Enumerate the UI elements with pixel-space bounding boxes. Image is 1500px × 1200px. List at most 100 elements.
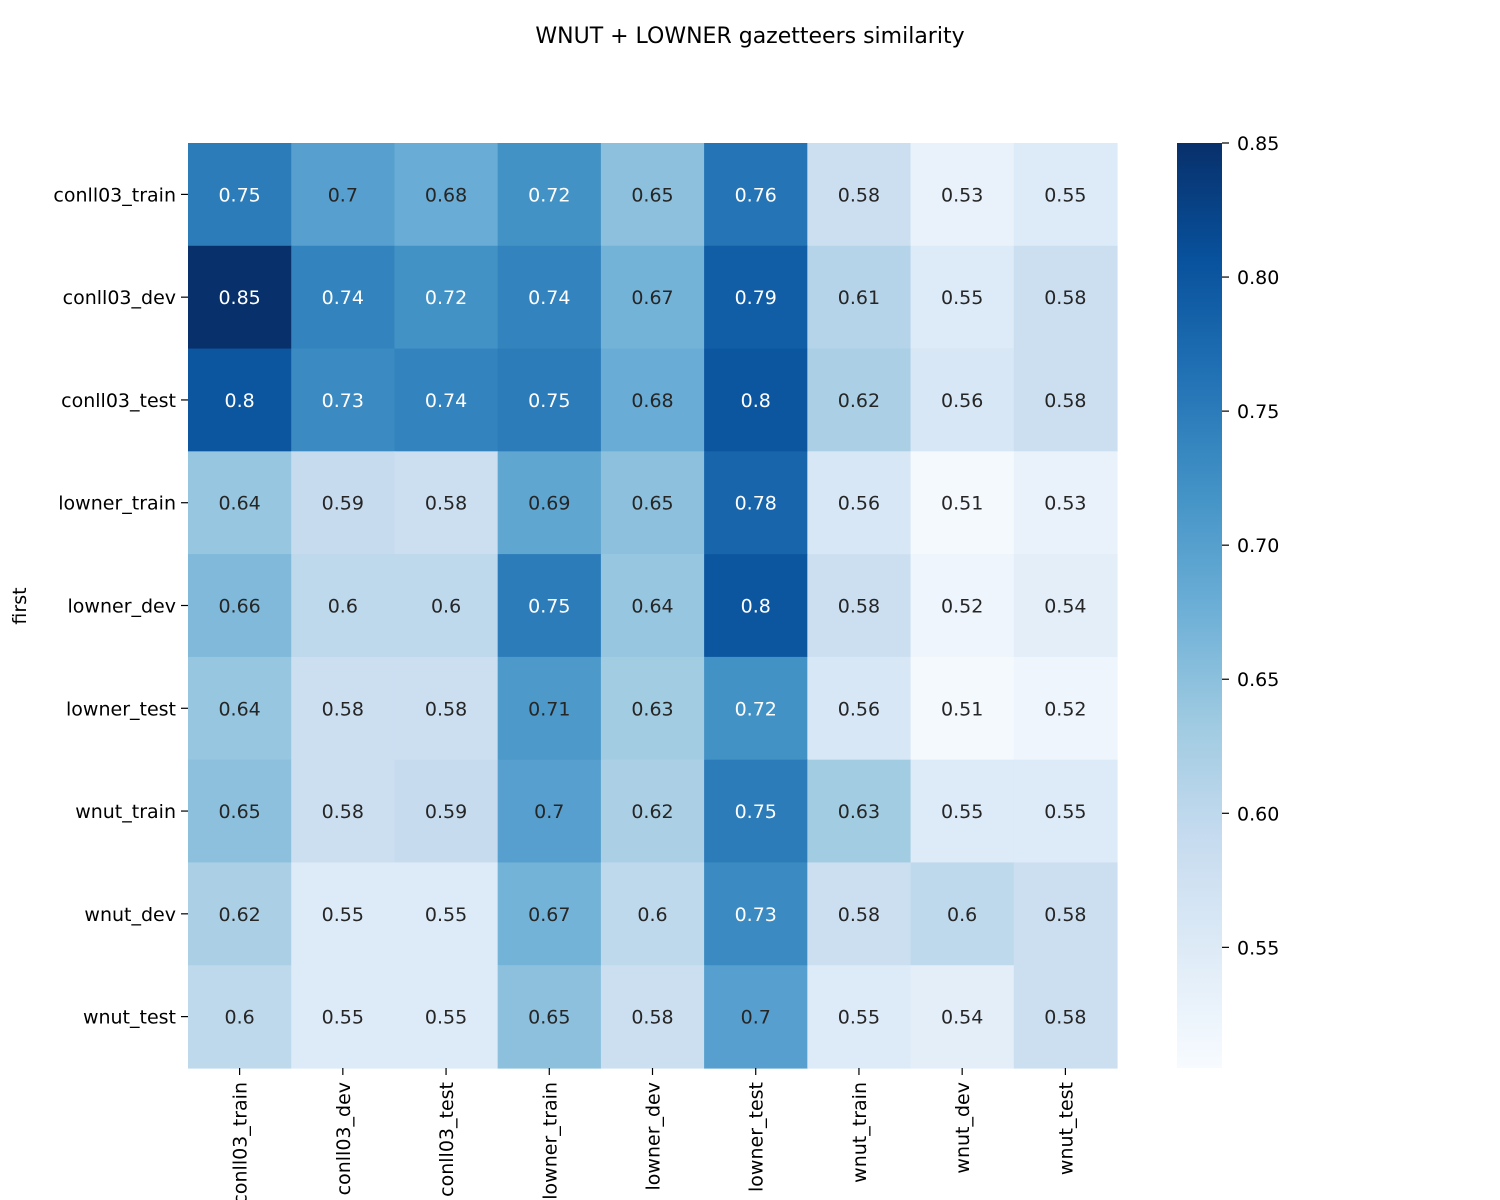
colorbar-tick-label: 0.65 bbox=[1237, 669, 1279, 691]
heatmap-cell bbox=[1013, 759, 1118, 864]
heatmap-cell bbox=[910, 451, 1015, 555]
heatmap-cell bbox=[394, 143, 499, 247]
cell-value-label: 0.69 bbox=[528, 493, 570, 515]
cell-value-label: 0.68 bbox=[425, 184, 467, 206]
y-tick-label: lowner_test bbox=[66, 698, 176, 720]
colorbar-tick-label: 0.80 bbox=[1237, 267, 1279, 289]
cell-value-label: 0.53 bbox=[941, 184, 983, 206]
heatmap-cell bbox=[497, 965, 602, 1069]
heatmap-cell bbox=[291, 451, 396, 555]
cell-value-label: 0.58 bbox=[322, 698, 364, 720]
cell-value-label: 0.61 bbox=[838, 287, 880, 309]
heatmap-cell bbox=[188, 862, 292, 966]
heatmap-cell bbox=[910, 143, 1015, 247]
y-tick-label: conll03_train bbox=[53, 184, 176, 206]
heatmap-cell bbox=[394, 451, 499, 555]
heatmap-cell bbox=[497, 554, 602, 658]
heatmap-cell bbox=[600, 245, 705, 350]
colorbar-tick-label: 0.70 bbox=[1237, 535, 1279, 557]
heatmap-cell bbox=[188, 965, 292, 1069]
cell-value-label: 0.75 bbox=[735, 801, 777, 823]
cell-value-label: 0.62 bbox=[218, 904, 260, 926]
y-axis-label: first bbox=[9, 587, 31, 624]
heatmap-cell bbox=[291, 965, 396, 1069]
cell-value-label: 0.59 bbox=[322, 493, 364, 515]
cell-value-label: 0.56 bbox=[838, 698, 880, 720]
cell-value-label: 0.58 bbox=[1044, 287, 1086, 309]
heatmap-cell bbox=[497, 451, 602, 555]
cell-value-label: 0.53 bbox=[1044, 493, 1086, 515]
cell-value-label: 0.55 bbox=[322, 904, 364, 926]
cell-value-label: 0.58 bbox=[1044, 1007, 1086, 1029]
heatmap-cell bbox=[704, 554, 808, 658]
cell-value-label: 0.58 bbox=[322, 801, 364, 823]
heatmap-cell bbox=[394, 656, 499, 761]
x-tick-label: lowner_train bbox=[539, 1082, 561, 1200]
heatmap-cell bbox=[807, 554, 912, 658]
heatmap-cell bbox=[394, 245, 499, 350]
y-tick-label: wnut_train bbox=[75, 801, 176, 823]
cell-value-label: 0.64 bbox=[218, 493, 260, 515]
heatmap-cell bbox=[704, 348, 808, 452]
cell-value-label: 0.6 bbox=[431, 596, 461, 618]
heatmap-cell bbox=[910, 245, 1015, 350]
heatmap-cell bbox=[291, 656, 396, 761]
heatmap-cell bbox=[497, 245, 602, 350]
heatmap-cell bbox=[188, 554, 292, 658]
heatmap-cell bbox=[497, 862, 602, 966]
cell-value-label: 0.51 bbox=[941, 493, 983, 515]
colorbar-tick-label: 0.55 bbox=[1237, 937, 1279, 959]
y-tick-label: lowner_dev bbox=[68, 596, 176, 618]
cell-value-label: 0.6 bbox=[328, 596, 358, 618]
heatmap-cell bbox=[807, 143, 912, 247]
heatmap-cell bbox=[291, 554, 396, 658]
heatmap-cell bbox=[600, 143, 705, 247]
cell-value-label: 0.6 bbox=[947, 904, 977, 926]
cell-value-label: 0.6 bbox=[225, 1007, 255, 1029]
cell-value-label: 0.58 bbox=[838, 904, 880, 926]
cell-value-label: 0.8 bbox=[741, 390, 771, 412]
heatmap-cell bbox=[807, 965, 912, 1069]
cell-value-label: 0.75 bbox=[528, 596, 570, 618]
y-tick-label: conll03_dev bbox=[63, 287, 176, 309]
heatmap-cell bbox=[807, 451, 912, 555]
cell-value-label: 0.72 bbox=[735, 698, 777, 720]
heatmap-cell bbox=[394, 554, 499, 658]
heatmap-cell bbox=[600, 348, 705, 452]
heatmap-cell bbox=[291, 862, 396, 966]
cell-value-label: 0.55 bbox=[941, 287, 983, 309]
cell-value-label: 0.72 bbox=[425, 287, 467, 309]
cell-value-label: 0.58 bbox=[1044, 904, 1086, 926]
cell-value-label: 0.62 bbox=[631, 801, 673, 823]
heatmap-cell bbox=[1013, 554, 1118, 658]
heatmap-cell bbox=[394, 348, 499, 452]
cell-value-label: 0.58 bbox=[425, 698, 467, 720]
heatmap-cell bbox=[807, 245, 912, 350]
cell-value-label: 0.68 bbox=[631, 390, 673, 412]
heatmap-cell bbox=[291, 143, 396, 247]
heatmap-cell bbox=[291, 759, 396, 864]
cell-value-label: 0.59 bbox=[425, 801, 467, 823]
cell-value-label: 0.8 bbox=[225, 390, 255, 412]
heatmap-cell bbox=[910, 656, 1015, 761]
cell-value-label: 0.7 bbox=[328, 184, 358, 206]
cell-value-label: 0.55 bbox=[322, 1007, 364, 1029]
cell-value-label: 0.74 bbox=[322, 287, 364, 309]
heatmap-cell bbox=[807, 759, 912, 864]
cell-value-label: 0.65 bbox=[631, 493, 673, 515]
cell-value-label: 0.55 bbox=[838, 1007, 880, 1029]
heatmap-cell bbox=[704, 862, 808, 966]
heatmap-cell bbox=[497, 656, 602, 761]
cell-value-label: 0.62 bbox=[838, 390, 880, 412]
heatmap-cell bbox=[1013, 143, 1118, 247]
heatmap-cell bbox=[394, 965, 499, 1069]
cell-value-label: 0.8 bbox=[741, 596, 771, 618]
cell-value-label: 0.79 bbox=[735, 287, 777, 309]
cell-value-label: 0.74 bbox=[425, 390, 467, 412]
cell-value-label: 0.65 bbox=[218, 801, 260, 823]
x-tick-label: conll03_dev bbox=[333, 1082, 355, 1195]
cell-value-label: 0.56 bbox=[941, 390, 983, 412]
cell-value-label: 0.64 bbox=[218, 698, 260, 720]
heatmap-cell bbox=[497, 759, 602, 864]
